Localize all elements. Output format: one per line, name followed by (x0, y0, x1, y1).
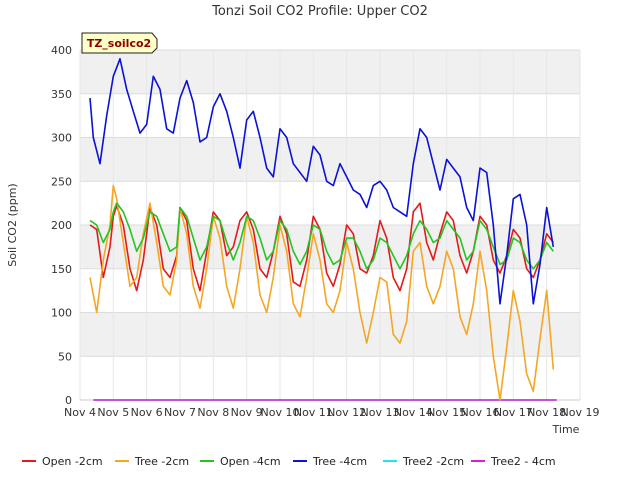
x-tick-label: Nov 16 (461, 406, 500, 419)
grid-band (80, 50, 580, 94)
badge: TZ_soilco2 (81, 32, 158, 54)
legend-label: Open -2cm (42, 455, 103, 468)
x-tick-label: Nov 8 (197, 406, 229, 419)
y-axis: 0 50 100 150 200 250 300 350 400 (51, 44, 72, 407)
y-tick-label: 0 (65, 394, 72, 407)
chart-title: Tonzi Soil CO2 Profile: Upper CO2 (211, 4, 428, 19)
x-tick-label: Nov 15 (427, 406, 466, 419)
legend-item: Tree -2cm (115, 455, 189, 468)
x-tick-label: Nov 5 (97, 406, 129, 419)
legend-label: Tree2 - 4cm (490, 455, 556, 468)
y-tick-label: 250 (51, 175, 72, 188)
grid-band (80, 312, 580, 357)
y-tick-label: 150 (51, 263, 72, 276)
series-line (89, 202, 554, 270)
x-tick-label: Nov 4 (64, 406, 96, 419)
grid-band (80, 137, 580, 182)
legend-item: Open -2cm (22, 455, 103, 468)
x-tick-label: Nov 7 (164, 406, 196, 419)
legend-item: Open -4cm (200, 455, 281, 468)
legend-item: Tree -4cm (293, 455, 367, 468)
legend: Open -2cm Tree -2cm Open -4cm Tree -4cm Tree… (22, 455, 556, 468)
x-tick-label: Nov 14 (394, 406, 433, 419)
series-lines (89, 57, 557, 401)
badge-box (81, 32, 158, 54)
x-tick-label: Nov 12 (327, 406, 366, 419)
x-axis-label: Time (552, 423, 580, 436)
badge-label: TZ_soilco2 (87, 37, 151, 50)
series-line (89, 184, 555, 401)
y-tick-label: 200 (51, 219, 72, 232)
legend-label: Tree -2cm (134, 455, 189, 468)
y-tick-label: 300 (51, 132, 72, 145)
x-tick-label: Nov 18 (527, 406, 566, 419)
legend-label: Tree -4cm (312, 455, 367, 468)
legend-item: Tree2 -2cm (383, 455, 464, 468)
y-tick-label: 50 (58, 350, 72, 363)
y-tick-label: 100 (51, 307, 72, 320)
legend-label: Open -4cm (220, 455, 281, 468)
legend-item: Tree2 - 4cm (471, 455, 556, 468)
x-tick-label: Nov 10 (261, 406, 300, 419)
y-tick-label: 400 (51, 44, 72, 57)
x-tick-label: Nov 9 (231, 406, 263, 419)
y-axis-label: Soil CO2 (ppm) (6, 183, 19, 266)
x-tick-label: Nov 13 (361, 406, 400, 419)
x-tick-label: Nov 6 (131, 406, 163, 419)
y-tick-label: 350 (51, 88, 72, 101)
series-line (89, 57, 555, 305)
x-tick-label: Nov 19 (561, 406, 600, 419)
x-tick-label: Nov 17 (494, 406, 533, 419)
x-tick-label: Nov 11 (294, 406, 333, 419)
legend-label: Tree2 -2cm (402, 455, 464, 468)
